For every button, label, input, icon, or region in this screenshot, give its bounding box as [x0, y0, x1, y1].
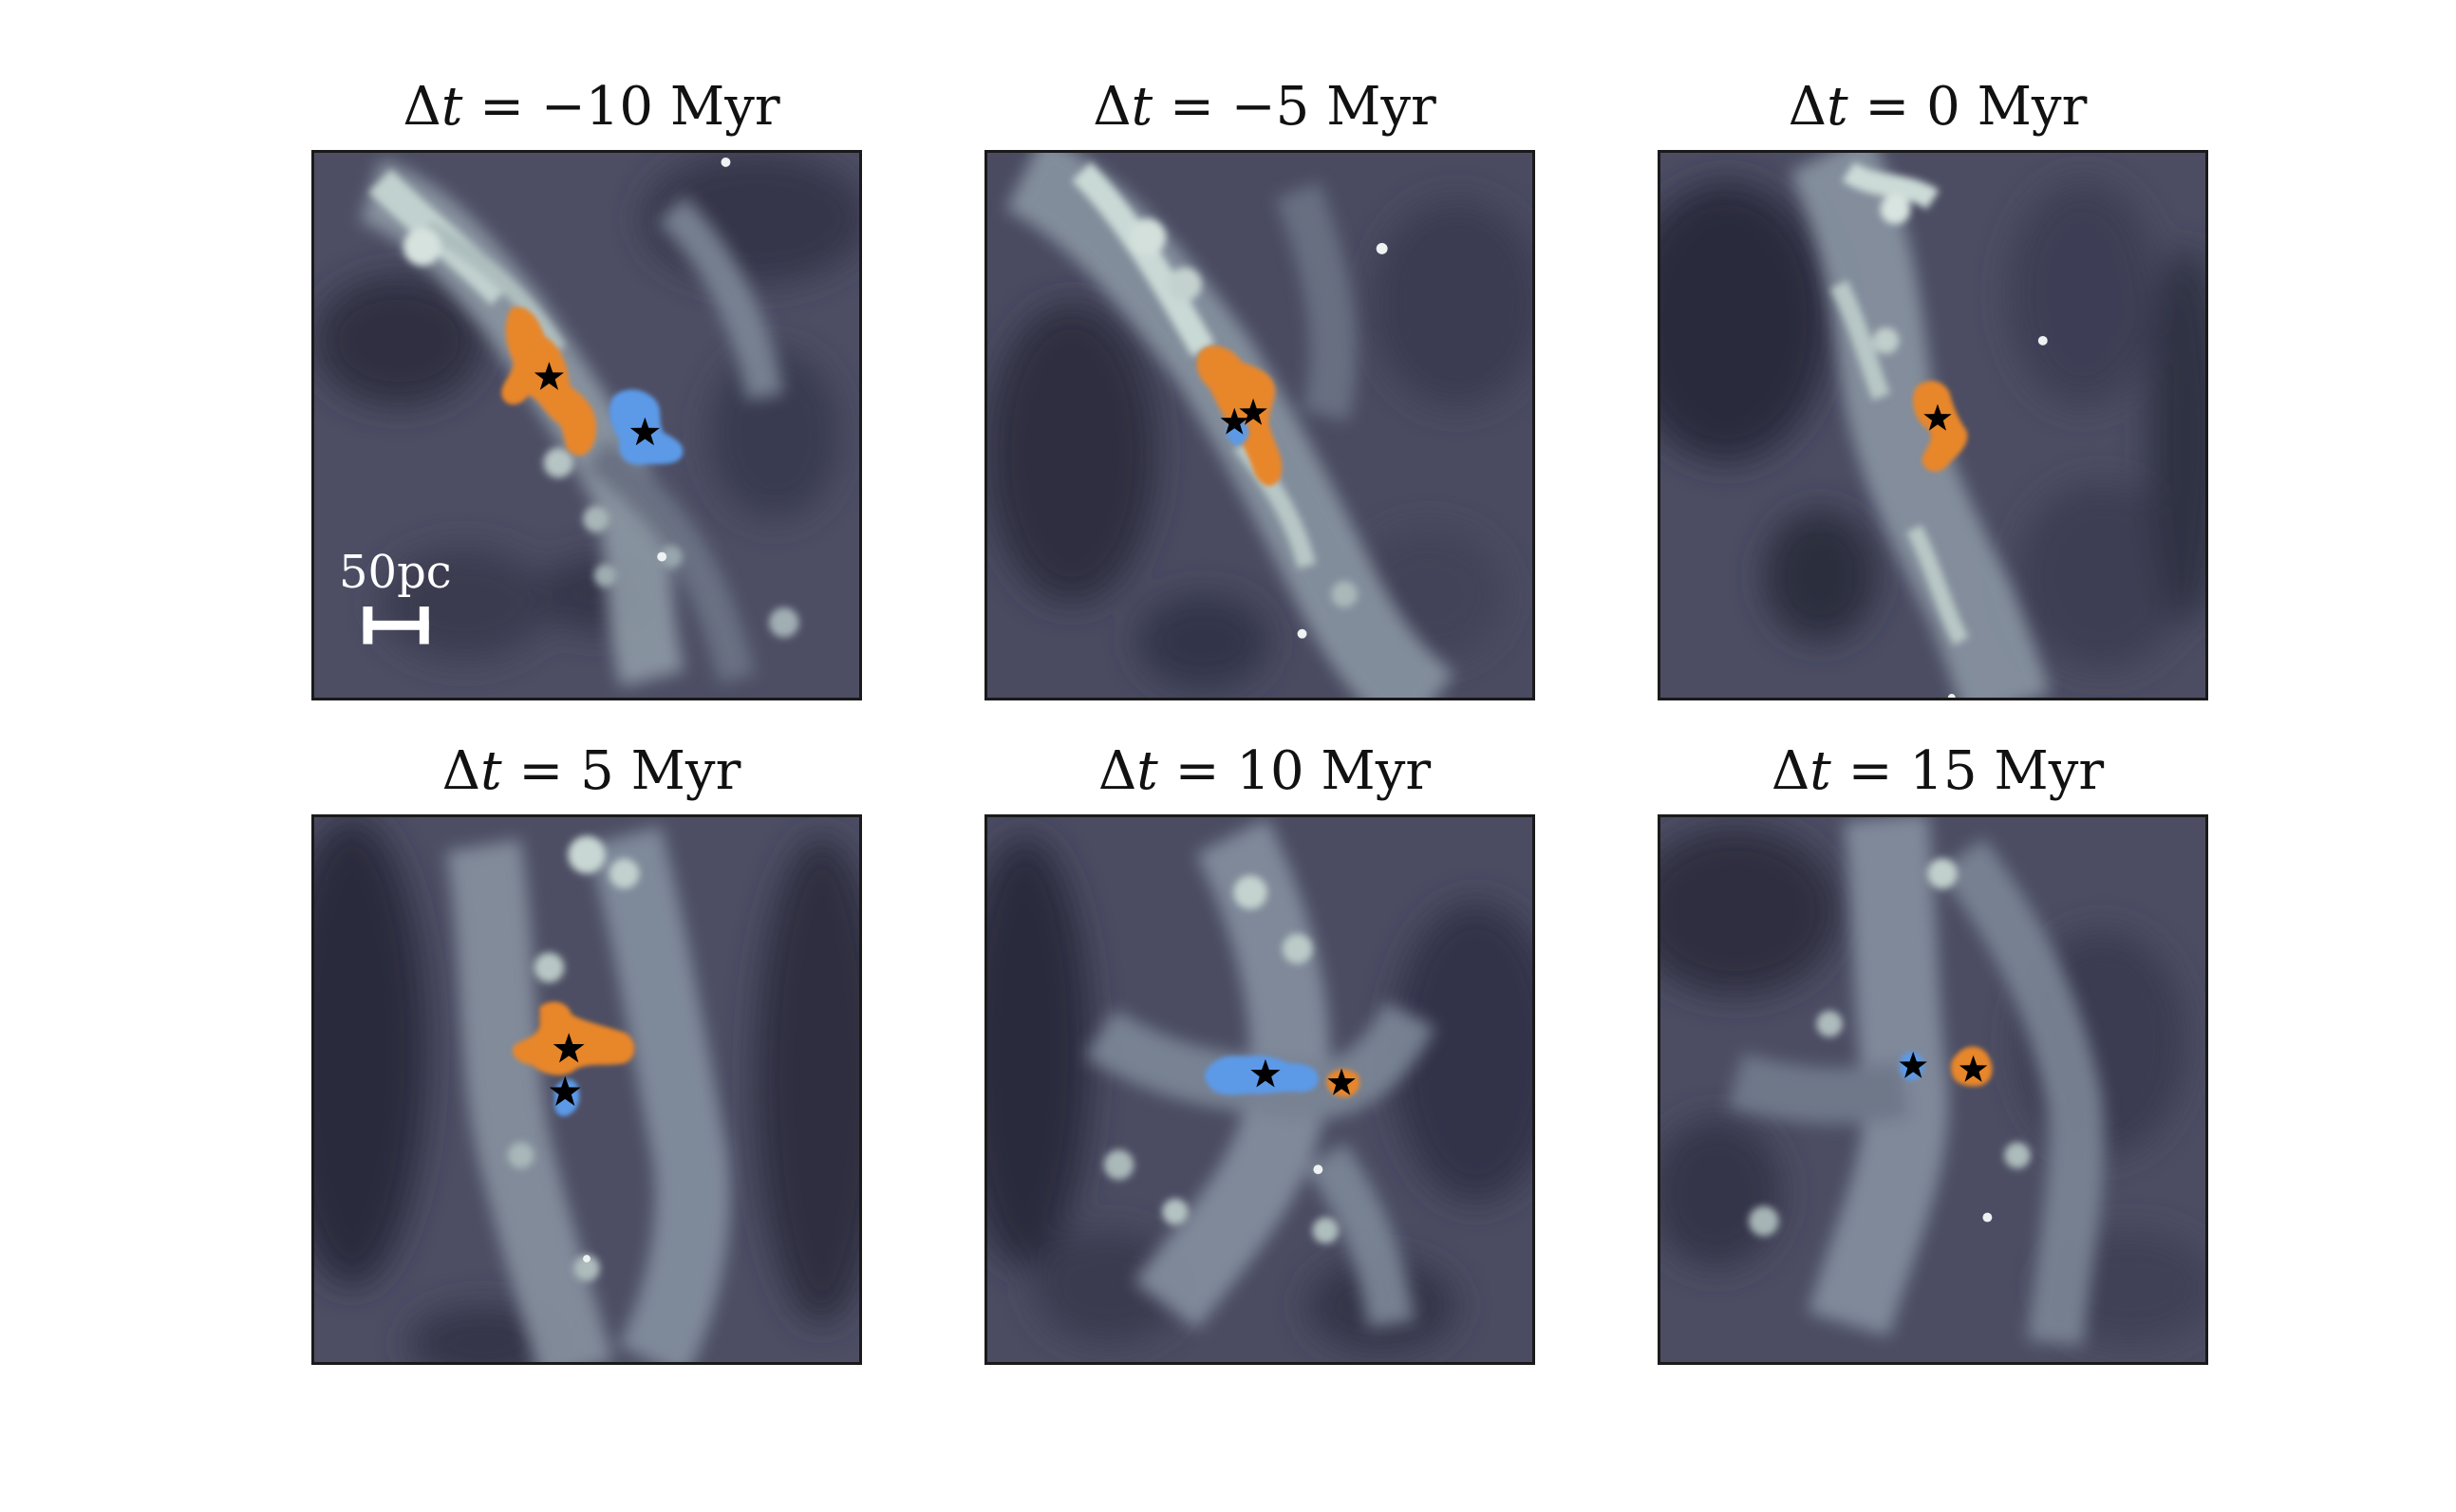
scale-bar-label: 50pc [339, 546, 452, 599]
panel-6 [1658, 814, 2208, 1365]
panel-title-1: Δt = −10 Myr [250, 81, 933, 134]
panel-1 [311, 150, 862, 700]
panel-title-6: Δt = 15 Myr [1596, 745, 2279, 798]
gas-map-3 [1660, 153, 2205, 698]
gas-map-6 [1660, 817, 2205, 1362]
panel-5 [984, 814, 1535, 1365]
panel-title-3: Δt = 0 Myr [1596, 81, 2279, 134]
gas-map-5 [987, 817, 1532, 1362]
gas-map-2 [987, 153, 1532, 698]
panel-2 [984, 150, 1535, 700]
panel-4 [311, 814, 862, 1365]
panel-title-5: Δt = 10 Myr [923, 745, 1606, 798]
gas-map-1 [314, 153, 859, 698]
panel-title-4: Δt = 5 Myr [250, 745, 933, 798]
panel-3 [1658, 150, 2208, 700]
gas-map-4 [314, 817, 859, 1362]
panel-title-2: Δt = −5 Myr [923, 81, 1606, 134]
